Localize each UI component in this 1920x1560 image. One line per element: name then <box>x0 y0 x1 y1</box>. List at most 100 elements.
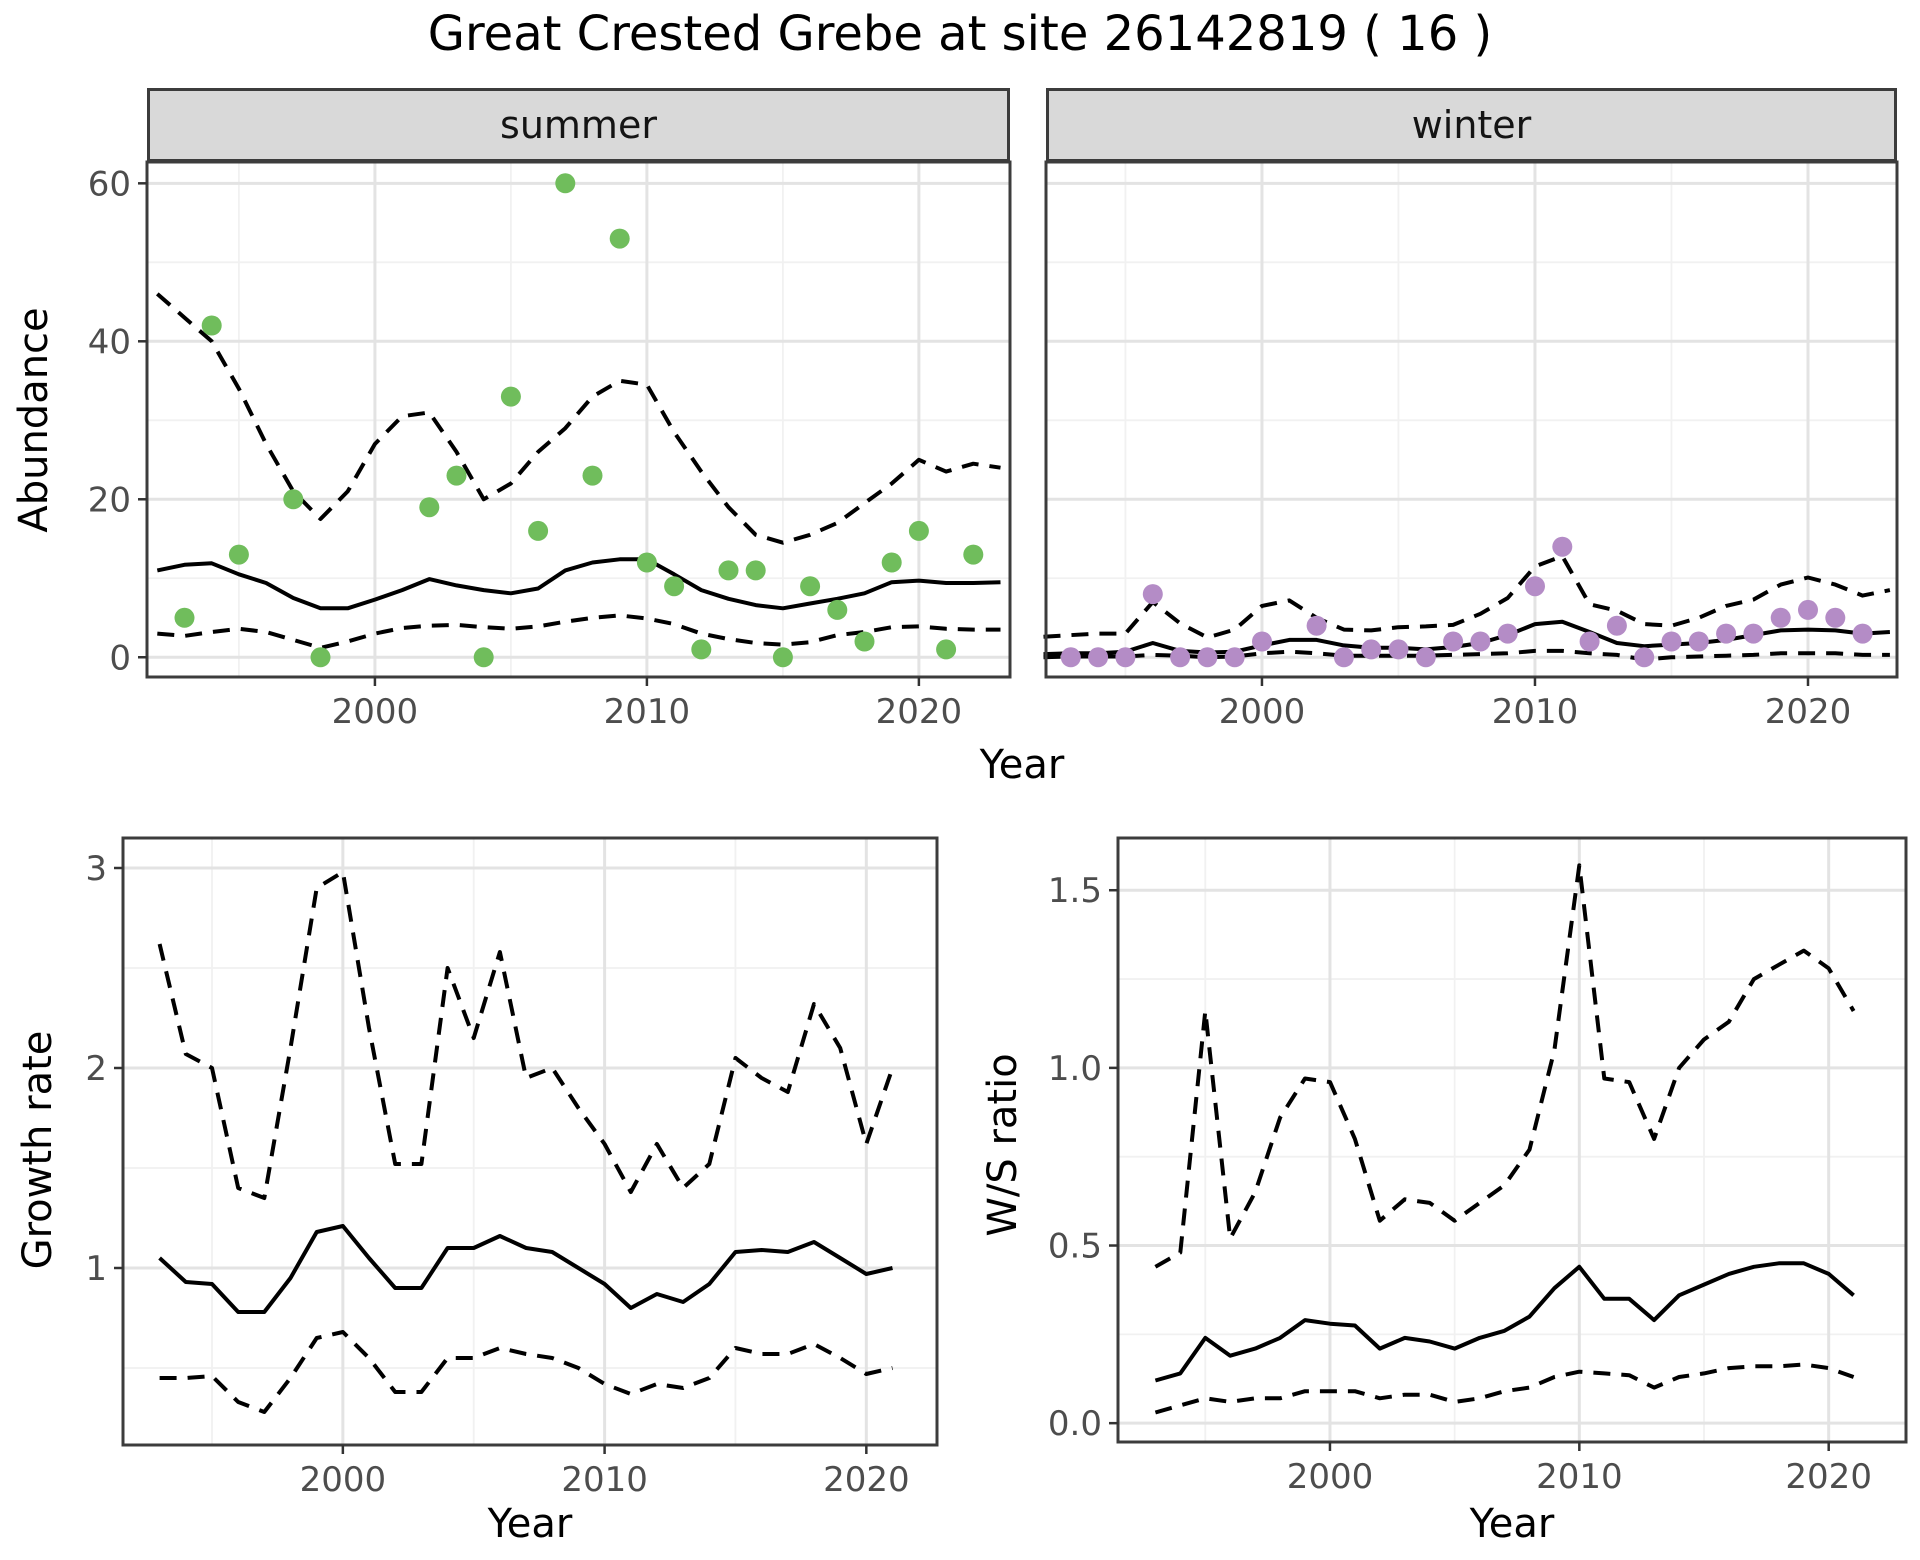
series-mean-line <box>158 1224 893 1314</box>
data-point <box>1443 631 1464 652</box>
x-axis-tick-label: 2010 <box>1492 692 1579 732</box>
facet-strip-summer: summer <box>147 88 1010 162</box>
data-point <box>1525 576 1545 597</box>
series-upper-ci-line <box>155 292 1001 545</box>
series-lower-ci-line <box>159 1330 893 1414</box>
chart-title: Great Crested Grebe at site 26142819 ( 1… <box>427 6 1493 62</box>
data-point <box>827 599 848 620</box>
panel-growth-rate: 2000 2010 2020 1 2 3 <box>85 836 939 1500</box>
data-point <box>908 520 929 541</box>
x-axis-tick-label: 2000 <box>1219 692 1306 732</box>
data-point <box>1497 623 1518 644</box>
data-point <box>881 552 902 573</box>
data-point <box>936 639 957 660</box>
y-axis-tick-label: 1 <box>85 1249 107 1289</box>
data-point <box>1361 639 1382 660</box>
x-axis-title-year-top: Year <box>979 742 1065 788</box>
data-point <box>745 560 766 581</box>
series-lower-ci-line <box>1154 1362 1855 1415</box>
data-point <box>636 552 657 573</box>
data-point <box>1770 607 1791 628</box>
y-axis-tick-label: 20 <box>88 480 131 520</box>
data-point <box>1388 639 1409 660</box>
panel-border <box>121 836 939 1447</box>
x-axis-tick-label: 2020 <box>876 692 963 732</box>
data-point <box>800 576 821 597</box>
data-point <box>446 465 467 486</box>
data-point <box>718 560 739 581</box>
x-axis-tick-label: 2020 <box>1765 692 1852 732</box>
data-point <box>201 315 222 336</box>
y-axis-tick-label: 0.5 <box>1048 1227 1102 1267</box>
x-axis-title-year-growth: Year <box>487 1501 573 1547</box>
y-axis-title-abundance: Abundance <box>11 307 57 533</box>
data-point <box>500 386 521 407</box>
data-point <box>772 647 793 668</box>
data-point <box>1606 615 1627 636</box>
panel-background <box>1118 838 1906 1442</box>
data-point <box>1798 599 1818 620</box>
x-axis-tick-label: 2000 <box>332 692 419 732</box>
y-axis-tick-label: 0 <box>109 638 131 678</box>
series-upper-ci-line <box>1154 863 1856 1269</box>
data-point <box>174 607 195 628</box>
data-point <box>1852 623 1873 644</box>
data-point <box>1088 647 1109 668</box>
series-mean-line <box>156 557 1001 611</box>
x-axis-tick-label: 2020 <box>1785 1457 1872 1497</box>
panel-ws-ratio: 2000 2010 2020 0.0 0.5 1.0 1.5 <box>1048 836 1908 1497</box>
data-point <box>1060 647 1081 668</box>
data-point <box>1743 623 1764 644</box>
data-point <box>555 173 576 194</box>
y-axis-tick-label: 1.0 <box>1048 1049 1102 1089</box>
data-point <box>1252 631 1272 652</box>
panel-border <box>1116 836 1908 1444</box>
y-axis-title-growth-rate: Growth rate <box>15 1030 61 1270</box>
data-point <box>609 228 630 249</box>
data-point <box>1142 584 1163 605</box>
x-axis-tick-label: 2010 <box>604 692 691 732</box>
data-point <box>1470 631 1491 652</box>
series-upper-ci-line <box>157 870 895 1200</box>
data-point <box>1634 647 1655 668</box>
panel-border <box>1044 160 1899 679</box>
facet-strip-summer-label: summer <box>500 103 657 147</box>
y-axis-tick-label: 40 <box>88 322 131 362</box>
data-point <box>963 544 984 565</box>
y-axis-tick-label: 3 <box>85 849 107 889</box>
data-point <box>1688 631 1709 652</box>
panel-border <box>145 160 1012 679</box>
data-point <box>1333 647 1354 668</box>
data-point <box>1197 647 1218 668</box>
data-point <box>528 520 549 541</box>
data-point <box>1579 631 1600 652</box>
data-point <box>582 465 603 486</box>
data-point <box>1716 623 1737 644</box>
data-point <box>691 639 712 660</box>
data-point <box>664 576 685 597</box>
y-axis-tick-label: 60 <box>88 164 131 204</box>
panel-abundance-summer: 2000 2010 2020 0 20 40 60 <box>88 160 1012 732</box>
x-axis-tick-label: 2010 <box>1536 1457 1623 1497</box>
series-lower-ci-line <box>157 613 1001 650</box>
data-point <box>1661 631 1682 652</box>
y-axis-tick-label: 1.5 <box>1048 871 1102 911</box>
data-point <box>1415 647 1436 668</box>
data-point <box>310 647 331 668</box>
x-axis-title-year-ws: Year <box>1469 1501 1555 1547</box>
data-point <box>1552 536 1573 557</box>
x-axis-tick-label: 2020 <box>823 1460 910 1500</box>
data-point <box>473 647 494 668</box>
x-axis-tick-label: 2000 <box>1287 1457 1374 1497</box>
y-axis-title-ws-ratio: W/S ratio <box>980 1053 1026 1237</box>
data-point <box>1825 607 1846 628</box>
data-point <box>228 544 249 565</box>
x-axis-tick-label: 2010 <box>561 1460 648 1500</box>
x-axis-tick-label: 2000 <box>300 1460 387 1500</box>
data-point <box>1224 647 1245 668</box>
y-axis-tick-label: 2 <box>85 1049 107 1089</box>
data-point <box>283 489 304 510</box>
data-point <box>1115 647 1136 668</box>
panel-abundance-winter: 2000 2010 2020 <box>1043 160 1899 732</box>
